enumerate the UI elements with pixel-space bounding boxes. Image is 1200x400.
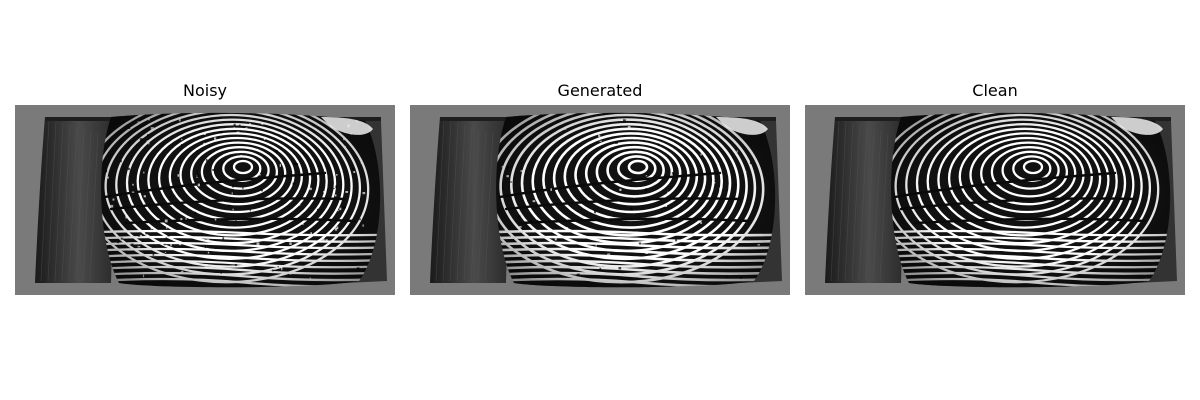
panel-title-generated: Generated xyxy=(557,81,643,100)
panel-clean: Clean xyxy=(805,78,1185,295)
panel-title-noisy: Noisy xyxy=(182,81,227,100)
noisy-fingerprint-image xyxy=(15,105,395,295)
panel-noisy: Noisy xyxy=(15,78,395,295)
panel-title-clean: Clean xyxy=(972,81,1018,100)
panel-generated: Generated xyxy=(410,78,790,295)
clean-fingerprint-image xyxy=(805,105,1185,295)
generated-fingerprint-image xyxy=(410,105,790,295)
